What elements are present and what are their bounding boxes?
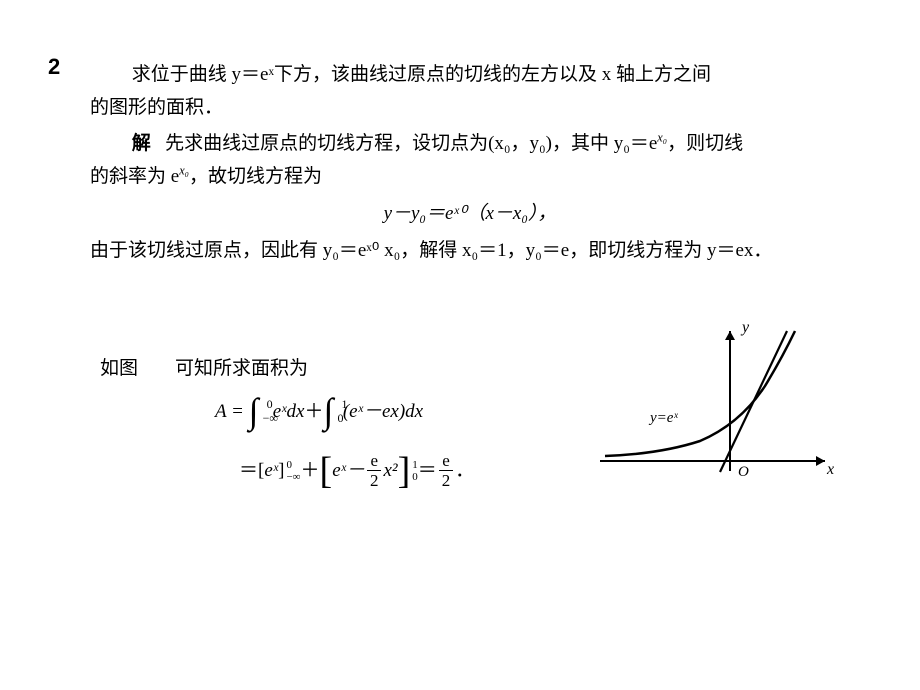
svg-text:y=eˣ: y=eˣ xyxy=(648,410,678,426)
bracket-2: [ eˣ－ e2 x² ] 10 xyxy=(320,447,418,495)
solution-text-d: ，故切线方程为 xyxy=(189,166,322,187)
figure-label: 如图 xyxy=(100,352,138,385)
math-line-2: ＝ [eˣ]0−∞ ＋ [ eˣ－ e2 x² ] 10 ＝ e2 xyxy=(239,447,474,495)
A-equals: A = xyxy=(215,388,244,436)
main-content: 求位于曲线 y＝eˣ下方，该曲线过原点的切线的左方以及 x 轴上方之间 的图形的… xyxy=(90,58,850,316)
math-line-1: A = ∫ 0 −∞ eˣdx ＋ ∫ 1 0 (eˣ－ex)dx xyxy=(215,388,474,436)
solution-para3: 由于该切线过原点，因此有 y₀＝eˣ⁰ x₀，解得 x₀＝1，y₀＝e，即切线方… xyxy=(90,234,850,267)
integral-2: ∫ 1 0 xyxy=(323,393,333,429)
solution-text-b: ，则切线 xyxy=(667,133,743,154)
problem-line2: 的图形的面积． xyxy=(90,91,223,124)
result-frac: e2 xyxy=(439,452,454,489)
page-number: 2 xyxy=(48,54,60,80)
problem-line1: 求位于曲线 y＝eˣ下方，该曲线过原点的切线的左方以及 x 轴上方之间 xyxy=(132,64,711,85)
area-label: 可知所求面积为 xyxy=(175,352,308,385)
solution-para: 解 先求曲线过原点的切线方程，设切点为(x₀，y₀)，其中 y₀＝ex₀，则切线… xyxy=(90,127,850,194)
tangent-equation: y－y₀＝eˣ⁰（x－x₀）， xyxy=(90,197,850,230)
problem-text: 求位于曲线 y＝eˣ下方，该曲线过原点的切线的左方以及 x 轴上方之间 的图形的… xyxy=(90,58,850,125)
svg-text:x: x xyxy=(826,461,834,478)
integrand-2: (eˣ－ex)dx xyxy=(343,388,423,436)
integral-1: ∫ 0 −∞ xyxy=(249,393,259,429)
result-eq: ＝ xyxy=(418,447,437,495)
svg-text:y: y xyxy=(740,319,750,336)
plus-2: ＋ xyxy=(301,447,320,495)
solution-text-c: 的斜率为 e xyxy=(90,160,179,193)
exponential-graph: y x O y=eˣ xyxy=(590,316,840,496)
math-formula: A = ∫ 0 −∞ eˣdx ＋ ∫ 1 0 (eˣ－ex)dx xyxy=(215,388,474,507)
plus-1: ＋ xyxy=(304,388,323,436)
svg-text:O: O xyxy=(738,464,749,480)
eq-sign: ＝ xyxy=(239,447,258,495)
para3-text: 由于该切线过原点，因此有 y₀＝eˣ⁰ x₀，解得 x₀＝1，y₀＝e，即切线方… xyxy=(90,240,772,261)
solution-text-a: 先求曲线过原点的切线方程，设切点为(x₀，y₀)，其中 y₀＝e xyxy=(165,133,657,154)
period: ． xyxy=(455,447,474,495)
solution-heading: 解 xyxy=(132,133,151,154)
bracket-1: [eˣ]0−∞ xyxy=(258,447,301,495)
tangent-eq-text: y－y₀＝eˣ⁰（x－x₀）， xyxy=(384,203,557,224)
